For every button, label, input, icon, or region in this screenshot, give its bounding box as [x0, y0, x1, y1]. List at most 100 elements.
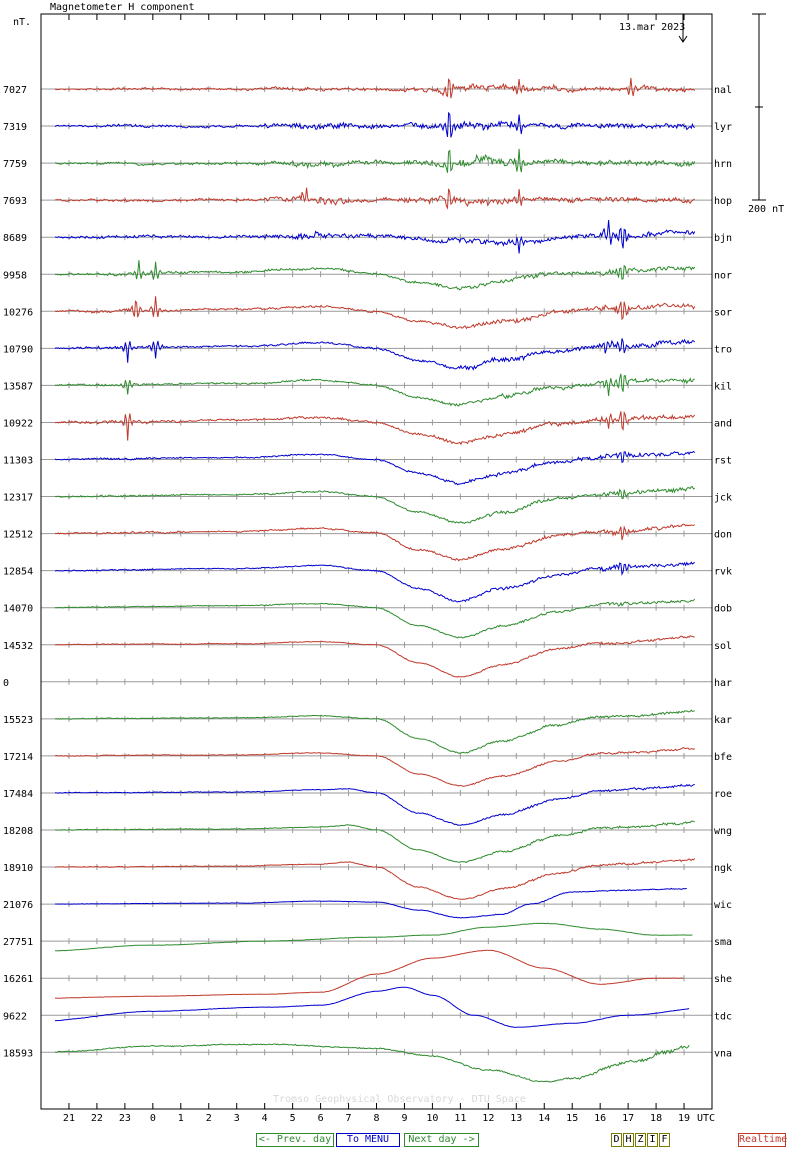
station-label-ngk: ngk — [714, 863, 732, 874]
station-label-and: and — [714, 418, 732, 429]
trace-sma — [54, 922, 693, 952]
baseline-value-tro: 10790 — [3, 344, 33, 355]
station-label-roe: roe — [714, 789, 732, 800]
x-tick-label: 0 — [150, 1113, 156, 1124]
prev-day-button[interactable]: <- Prev. day — [256, 1133, 334, 1147]
baseline-value-dob: 14070 — [3, 604, 33, 615]
station-label-wng: wng — [714, 826, 732, 837]
x-tick-label: 14 — [538, 1113, 550, 1124]
trace-rst — [54, 450, 696, 486]
traces — [54, 77, 696, 1083]
trace-kar — [54, 709, 695, 754]
station-label-hop: hop — [714, 196, 732, 207]
component-f-button[interactable]: F — [659, 1133, 670, 1147]
trace-sor — [54, 296, 696, 330]
x-tick-label: 16 — [594, 1113, 606, 1124]
baseline-value-nal: 7027 — [3, 85, 27, 96]
baseline-value-jck: 12317 — [3, 493, 33, 504]
trace-vna — [54, 1043, 690, 1083]
baseline-value-wic: 21076 — [3, 900, 33, 911]
x-tick-label: 5 — [290, 1113, 296, 1124]
component-h-button[interactable]: H — [623, 1133, 634, 1147]
baseline-value-roe: 17484 — [3, 789, 33, 800]
x-tick-label: 11 — [454, 1113, 466, 1124]
x-tick-label: 13 — [510, 1113, 522, 1124]
station-label-hrn: hrn — [714, 159, 732, 170]
baseline-value-hrn: 7759 — [3, 159, 27, 170]
component-i-button[interactable]: I — [647, 1133, 658, 1147]
utc-label: UTC — [697, 1113, 715, 1124]
trace-sol — [54, 635, 695, 678]
trace-bfe — [54, 746, 695, 787]
trace-jck — [54, 486, 695, 525]
baseline-value-she: 16261 — [3, 974, 33, 985]
baseline-value-sma: 27751 — [3, 937, 33, 948]
scale-bar — [752, 13, 766, 201]
trace-dob — [54, 598, 696, 639]
station-label-rvk: rvk — [714, 567, 732, 578]
baseline-value-wng: 18208 — [3, 826, 33, 837]
baseline-value-kil: 13587 — [3, 381, 33, 392]
station-label-she: she — [714, 974, 732, 985]
realtime-button[interactable]: Realtime — [738, 1133, 788, 1147]
baseline-value-and: 10922 — [3, 418, 33, 429]
station-label-sol: sol — [714, 641, 732, 652]
baseline-labels: 7027 7319 7759 7693 8689 9958 10276 10790 13587 1… — [3, 85, 33, 1059]
trace-ngk — [54, 858, 696, 900]
station-label-bjn: bjn — [714, 233, 732, 244]
trace-tro — [54, 338, 696, 371]
station-label-jck: jck — [714, 493, 732, 504]
trace-bjn — [54, 220, 696, 254]
baseline-value-sol: 14532 — [3, 641, 33, 652]
x-tick-label: 19 — [678, 1113, 690, 1124]
x-tick-label: 2 — [206, 1113, 212, 1124]
x-tick-label: 12 — [482, 1113, 494, 1124]
station-label-kil: kil — [714, 381, 732, 392]
station-label-wic: wic — [714, 900, 732, 911]
x-tick-label: 15 — [566, 1113, 578, 1124]
baseline-value-kar: 15523 — [3, 715, 33, 726]
trace-wic — [55, 887, 687, 919]
baseline-value-nor: 9958 — [3, 270, 27, 281]
baseline-value-rst: 11303 — [3, 456, 33, 467]
trace-nor — [54, 260, 696, 291]
baseline-value-vna: 18593 — [3, 1048, 33, 1059]
station-label-har: har — [714, 678, 732, 689]
component-z-button[interactable]: Z — [635, 1133, 646, 1147]
baseline-value-rvk: 12854 — [3, 567, 33, 578]
x-tick-label: 22 — [91, 1113, 103, 1124]
to-menu-button[interactable]: To MENU — [336, 1133, 400, 1147]
x-tick-labels: 21 22 23 0 1 2 3 4 5 6 7 8 9 10 11 12 13 14 15 16 17 18 19 — [63, 1113, 690, 1124]
x-tick-label: 3 — [234, 1113, 240, 1124]
station-label-lyr: lyr — [714, 122, 732, 133]
baseline-value-ngk: 18910 — [3, 863, 33, 874]
component-d-button[interactable]: D — [611, 1133, 622, 1147]
station-label-nor: nor — [714, 270, 732, 281]
trace-wng — [55, 820, 695, 864]
trace-hrn — [54, 148, 696, 173]
baseline-value-sor: 10276 — [3, 307, 33, 318]
trace-rvk — [55, 561, 696, 603]
station-label-tro: tro — [714, 344, 732, 355]
x-tick-label: 18 — [650, 1113, 662, 1124]
trace-nal — [54, 77, 696, 99]
baseline-value-tdc: 9622 — [3, 1011, 27, 1022]
x-tick-label: 9 — [401, 1113, 407, 1124]
y-unit-label: nT. — [13, 17, 31, 28]
trace-kil — [54, 373, 695, 407]
station-label-nal: nal — [714, 85, 732, 96]
station-label-tdc: tdc — [714, 1011, 732, 1022]
date-label: 13.mar 2023 — [619, 22, 685, 33]
trace-lyr — [54, 111, 695, 138]
next-day-button[interactable]: Next day -> — [404, 1133, 479, 1147]
baseline-value-har: 0 — [3, 678, 9, 689]
x-tick-label: 10 — [426, 1113, 438, 1124]
scale-label: 200 nT — [748, 204, 784, 215]
trace-roe — [54, 783, 695, 826]
plot-border — [40, 13, 713, 1110]
trace-and — [54, 410, 696, 446]
trace-don — [54, 523, 695, 562]
trace-tdc — [54, 986, 690, 1028]
x-tick-label: 23 — [119, 1113, 131, 1124]
